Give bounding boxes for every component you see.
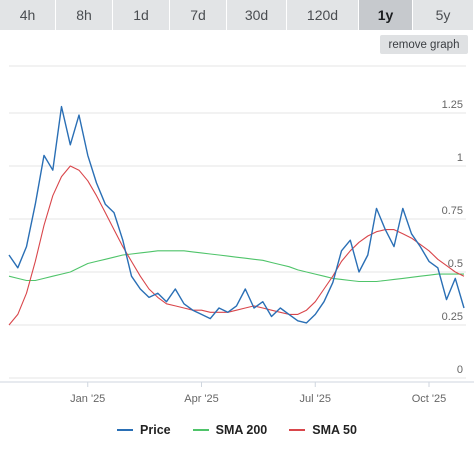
price-chart: 0 0.25 0.5 0.75 1 1.25 Jan '25 Apr '25 Jul '25 Oc…: [0, 65, 474, 405]
tab-8h[interactable]: 8h: [56, 0, 113, 30]
legend-item-sma50[interactable]: SMA 50: [289, 423, 357, 437]
tab-30d[interactable]: 30d: [227, 0, 287, 30]
legend-swatch-price: [117, 429, 134, 431]
y-tick-label: 0.25: [442, 311, 463, 323]
tab-5y[interactable]: 5y: [413, 0, 474, 30]
y-tick-label: 0.75: [442, 205, 463, 217]
chart-legend: Price SMA 200 SMA 50: [0, 420, 474, 440]
range-tabs: 4h 8h 1d 7d 30d 120d 1y 5y: [0, 0, 474, 30]
y-tick-label: 1.25: [442, 99, 463, 111]
series-line-price: [8, 105, 465, 324]
x-tick-label: Apr '25: [184, 393, 219, 405]
y-tick-label: 0.5: [448, 258, 463, 270]
y-tick-label: 1: [457, 152, 463, 164]
legend-swatch-sma50: [289, 429, 306, 431]
y-tick-label: 0: [457, 364, 463, 376]
tab-1d[interactable]: 1d: [113, 0, 170, 30]
tab-120d[interactable]: 120d: [287, 0, 359, 30]
remove-graph-button[interactable]: remove graph: [380, 35, 468, 54]
tab-7d[interactable]: 7d: [170, 0, 227, 30]
legend-label-sma200: SMA 200: [215, 423, 268, 437]
tab-1y[interactable]: 1y: [359, 0, 413, 30]
x-tick-label: Oct '25: [412, 393, 447, 405]
series-line-sma-50: [8, 165, 465, 326]
legend-label-price: Price: [140, 423, 171, 437]
legend-swatch-sma200: [192, 429, 209, 431]
legend-item-price[interactable]: Price: [117, 423, 171, 437]
x-tick-label: Jul '25: [300, 393, 331, 405]
series-line-sma-200: [8, 250, 464, 283]
tab-4h[interactable]: 4h: [0, 0, 56, 30]
x-tick-label: Jan '25: [70, 393, 105, 405]
legend-item-sma200[interactable]: SMA 200: [192, 423, 268, 437]
legend-label-sma50: SMA 50: [312, 423, 357, 437]
